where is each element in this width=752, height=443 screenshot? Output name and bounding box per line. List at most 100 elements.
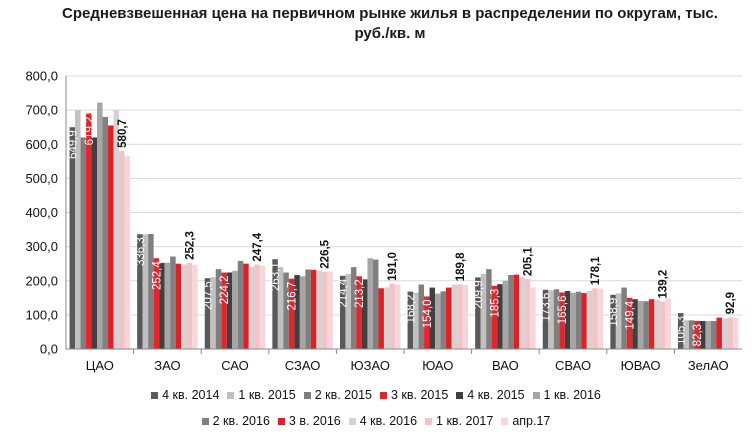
bar: [283, 272, 289, 349]
legend-swatch: [501, 417, 509, 425]
bar: [564, 290, 571, 349]
y-tick-label: 400,0: [25, 205, 58, 220]
bar: [226, 272, 233, 349]
bar: [457, 284, 463, 349]
bar: [361, 279, 368, 349]
data-label: 213,2: [354, 279, 366, 308]
bar: [475, 277, 481, 349]
legend-swatch: [303, 391, 311, 399]
legend-label: 1 кв. 2017: [436, 414, 494, 428]
bar: [502, 280, 509, 349]
data-label: 173,6: [541, 293, 553, 322]
data-label: 168,2: [405, 295, 417, 324]
bar: [108, 125, 114, 349]
legend-swatch: [277, 417, 285, 425]
data-label: 158,9: [608, 298, 620, 327]
x-tick-label: ЗелАО: [688, 358, 729, 373]
bar: [192, 264, 198, 349]
bar: [659, 301, 666, 349]
bar: [530, 287, 536, 349]
bar: [418, 284, 425, 349]
bar: [699, 321, 706, 349]
bar: [97, 102, 103, 350]
x-tick-label: ВАО: [492, 358, 519, 373]
bar: [259, 265, 266, 349]
legend-swatch: [227, 391, 235, 399]
y-tick-label: 700,0: [25, 103, 58, 118]
bar: [294, 275, 300, 349]
bar: [683, 320, 689, 349]
y-axis: 0,0 100,0 200,0 300,0 400,0 500,0 600,0 700,0 80…: [25, 69, 67, 357]
bar: [170, 256, 176, 349]
x-tick-label: СВАО: [555, 358, 591, 373]
legend-label: 3 кв. 2015: [391, 388, 449, 402]
x-tick-label: ЗАО: [154, 358, 180, 373]
y-tick-label: 0,0: [40, 342, 58, 357]
legend-row-2: 2 кв. 2016 3 в. 2016 4 кв. 2016 1 кв. 2017 а…: [0, 414, 752, 428]
legend-item: 4 кв. 2016: [348, 414, 418, 428]
data-label: 649,9: [67, 130, 79, 159]
bar: [677, 313, 684, 349]
bar: [615, 293, 622, 349]
legend-swatch: [425, 417, 433, 425]
bar: [394, 284, 401, 349]
data-label: 247,4: [252, 232, 264, 261]
legend-swatch: [201, 417, 209, 425]
data-labels: 649,9 619,2 580,7 336,3 252,4 252,3 207,5 224,2…: [67, 117, 737, 347]
bar: [553, 289, 560, 349]
bar: [124, 155, 131, 349]
bar: [288, 278, 295, 349]
bar: [519, 277, 525, 349]
bar: [597, 288, 604, 349]
bar: [451, 284, 458, 349]
data-label: 189,8: [455, 252, 467, 281]
legend-item: 1 кв. 2016: [532, 388, 601, 402]
legend-item: апр.17: [501, 414, 550, 428]
bar: [119, 150, 125, 349]
bar: [665, 298, 671, 349]
bar: [305, 269, 311, 349]
data-label: 185,3: [489, 289, 501, 318]
bar: [621, 287, 627, 349]
bar: [272, 259, 278, 349]
bar: [372, 259, 379, 349]
bar: [413, 292, 419, 349]
x-tick-label: ЮАО: [422, 358, 453, 373]
legend-swatch: [348, 417, 356, 425]
bar: [559, 292, 565, 349]
data-label: 149,4: [625, 300, 637, 329]
legend-item: 4 кв. 2014: [151, 388, 219, 402]
legend-label: 4 кв. 2016: [359, 414, 418, 428]
data-label: 207,5: [203, 281, 215, 310]
legend-label: 1 кв. 2015: [238, 388, 296, 402]
bar: [277, 267, 284, 349]
legend-item: 2 кв. 2015: [303, 388, 372, 402]
bar: [632, 299, 638, 349]
bar: [254, 264, 260, 349]
bar: [102, 116, 109, 349]
bar: [486, 269, 492, 349]
data-label: 92,9: [725, 292, 737, 314]
legend-item: 3 в. 2016: [277, 414, 341, 428]
bar: [367, 258, 373, 349]
bar: [389, 283, 395, 349]
data-label: 224,2: [219, 276, 231, 305]
data-label: 178,1: [590, 256, 602, 285]
legend-item: 3 кв. 2015: [380, 388, 448, 402]
x-tick-label: ЮВАО: [621, 358, 661, 373]
bar: [378, 288, 384, 349]
bar: [356, 276, 362, 349]
bar: [643, 301, 649, 349]
data-label: 263,1: [270, 262, 282, 291]
bar: [80, 137, 87, 349]
bar: [159, 262, 165, 349]
y-tick-label: 800,0: [25, 69, 58, 84]
bar: [186, 262, 193, 349]
bar: [86, 113, 92, 349]
bar: [610, 294, 616, 349]
bar: [383, 287, 390, 349]
y-tick-label: 500,0: [25, 171, 58, 186]
y-tick-label: 100,0: [25, 307, 58, 322]
bar: [299, 276, 306, 349]
x-axis: ЦАО ЗАО САО СЗАО ЮЗАО ЮАО ВАО СВАО ЮВАО ЗелАО: [66, 348, 742, 373]
